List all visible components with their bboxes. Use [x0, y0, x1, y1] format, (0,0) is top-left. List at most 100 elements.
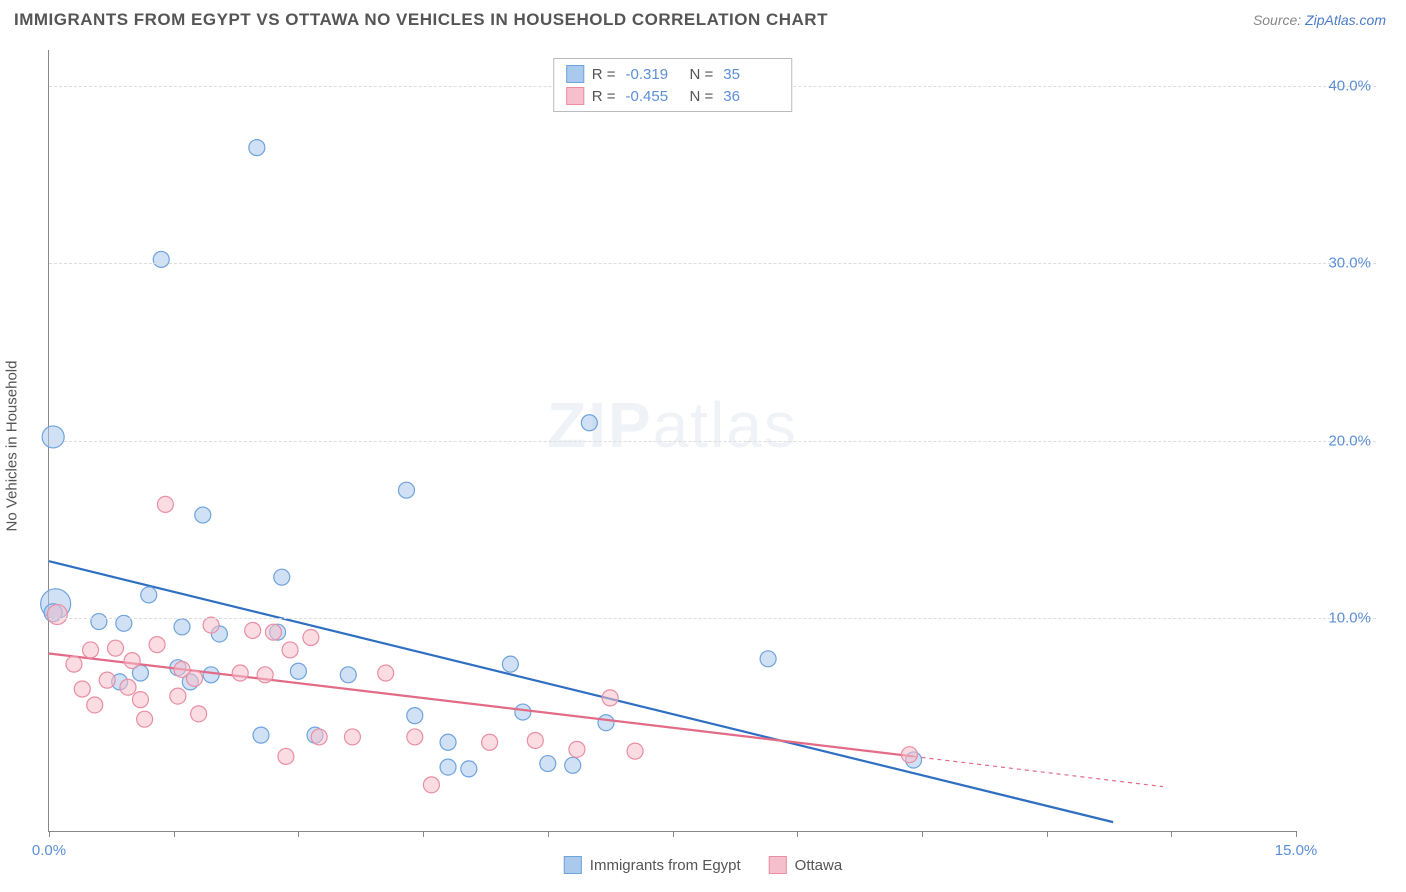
data-point: [565, 757, 581, 773]
grid-line: [49, 441, 1376, 442]
data-point: [760, 651, 776, 667]
y-tick-label: 20.0%: [1328, 432, 1371, 449]
legend-r-value: -0.455: [626, 88, 682, 105]
y-tick-label: 40.0%: [1328, 77, 1371, 94]
legend-stat-row: R = -0.319 N = 35: [566, 63, 780, 85]
data-point: [195, 507, 211, 523]
data-point: [398, 482, 414, 498]
legend-swatch: [566, 87, 584, 105]
data-point: [141, 587, 157, 603]
data-point: [99, 672, 115, 688]
data-point: [87, 697, 103, 713]
x-tick-mark: [548, 831, 549, 837]
data-point: [407, 708, 423, 724]
legend-series-label: Ottawa: [795, 857, 843, 874]
data-point: [232, 665, 248, 681]
data-point: [340, 667, 356, 683]
data-point: [311, 729, 327, 745]
legend-series-item: Ottawa: [769, 856, 843, 874]
data-point: [602, 690, 618, 706]
data-point: [482, 734, 498, 750]
grid-line: [49, 618, 1376, 619]
legend-series-label: Immigrants from Egypt: [590, 857, 741, 874]
legend-n-label: N =: [690, 66, 714, 83]
x-tick-mark: [797, 831, 798, 837]
x-tick-mark: [1047, 831, 1048, 837]
legend-series: Immigrants from Egypt Ottawa: [564, 856, 842, 874]
data-point: [461, 761, 477, 777]
y-tick-label: 10.0%: [1328, 610, 1371, 627]
data-point: [191, 706, 207, 722]
data-point: [282, 642, 298, 658]
x-tick-mark: [673, 831, 674, 837]
data-point: [83, 642, 99, 658]
legend-n-value: 36: [723, 88, 779, 105]
x-tick-mark: [922, 831, 923, 837]
data-point: [274, 569, 290, 585]
data-point: [120, 679, 136, 695]
legend-r-value: -0.319: [626, 66, 682, 83]
data-point: [157, 496, 173, 512]
data-point: [253, 727, 269, 743]
chart-plot-area: ZIPatlas R =-0.319N =35R =-0.455N =36 10…: [48, 50, 1296, 832]
data-point: [901, 747, 917, 763]
x-tick-mark: [423, 831, 424, 837]
data-point: [245, 622, 261, 638]
data-point: [124, 653, 140, 669]
data-point: [47, 604, 67, 624]
data-point: [149, 637, 165, 653]
x-tick-mark: [49, 831, 50, 837]
data-point: [186, 670, 202, 686]
data-point: [540, 756, 556, 772]
legend-swatch: [566, 65, 584, 83]
data-point: [108, 640, 124, 656]
data-point: [515, 704, 531, 720]
data-point: [423, 777, 439, 793]
data-point: [174, 619, 190, 635]
x-tick-label: 0.0%: [32, 842, 66, 859]
data-point: [137, 711, 153, 727]
data-point: [66, 656, 82, 672]
y-axis-label: No Vehicles in Household: [4, 361, 21, 532]
x-tick-mark: [298, 831, 299, 837]
legend-n-label: N =: [690, 88, 714, 105]
y-tick-label: 30.0%: [1328, 255, 1371, 272]
data-point: [407, 729, 423, 745]
data-point: [203, 617, 219, 633]
legend-series-item: Immigrants from Egypt: [564, 856, 741, 874]
x-tick-mark: [174, 831, 175, 837]
data-point: [257, 667, 273, 683]
legend-swatch: [769, 856, 787, 874]
data-point: [581, 415, 597, 431]
data-point: [598, 715, 614, 731]
data-point: [249, 140, 265, 156]
data-point: [42, 426, 64, 448]
data-point: [569, 741, 585, 757]
chart-title: IMMIGRANTS FROM EGYPT VS OTTAWA NO VEHIC…: [14, 10, 828, 30]
x-tick-label: 15.0%: [1275, 842, 1318, 859]
data-point: [378, 665, 394, 681]
source-prefix: Source:: [1253, 12, 1305, 28]
x-tick-mark: [1296, 831, 1297, 837]
source-link[interactable]: ZipAtlas.com: [1305, 12, 1386, 28]
data-point: [344, 729, 360, 745]
data-point: [132, 692, 148, 708]
legend-swatch: [564, 856, 582, 874]
data-point: [170, 688, 186, 704]
legend-n-value: 35: [723, 66, 779, 83]
legend-stat-row: R = -0.455 N = 36: [566, 85, 780, 107]
data-point: [303, 630, 319, 646]
grid-line: [49, 263, 1376, 264]
data-point: [527, 732, 543, 748]
data-point: [91, 614, 107, 630]
data-point: [440, 734, 456, 750]
data-point: [153, 251, 169, 267]
legend-r-label: R =: [592, 66, 616, 83]
trend-line: [49, 561, 1113, 822]
legend-correlation-box: R = -0.319 N = 35 R = -0.455 N = 36: [553, 58, 793, 112]
legend-r-label: R =: [592, 88, 616, 105]
data-point: [278, 748, 294, 764]
data-point: [74, 681, 90, 697]
data-point: [203, 667, 219, 683]
x-tick-mark: [1171, 831, 1172, 837]
